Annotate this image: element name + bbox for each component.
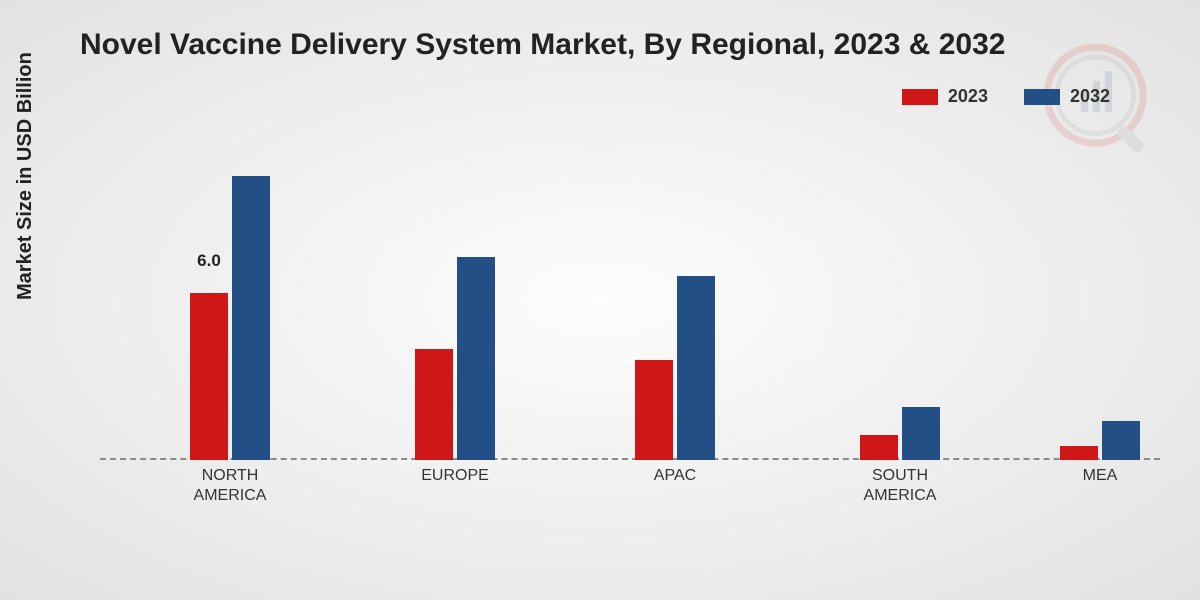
x-axis-category-label: APAC bbox=[654, 466, 696, 486]
bar bbox=[190, 293, 228, 460]
bar-group bbox=[190, 176, 270, 460]
legend: 2023 2032 bbox=[902, 86, 1110, 107]
legend-item-2032: 2032 bbox=[1024, 86, 1110, 107]
x-axis-category-label: SOUTH AMERICA bbox=[864, 466, 937, 506]
x-axis-labels: NORTH AMERICA EUROPE APAC SOUTH AMERICA MEA bbox=[100, 466, 1160, 526]
bar bbox=[677, 276, 715, 460]
legend-item-2023: 2023 bbox=[902, 86, 988, 107]
bar-group bbox=[415, 257, 495, 460]
bar-group bbox=[635, 276, 715, 460]
x-axis-category-label: EUROPE bbox=[421, 466, 489, 486]
legend-swatch-2023 bbox=[902, 89, 938, 105]
bar bbox=[860, 435, 898, 460]
bar bbox=[232, 176, 270, 460]
bar bbox=[457, 257, 495, 460]
x-axis-category-label: MEA bbox=[1083, 466, 1118, 486]
bar bbox=[1102, 421, 1140, 460]
bar-value-label: 6.0 bbox=[197, 251, 221, 271]
legend-label-2023: 2023 bbox=[948, 86, 988, 107]
y-axis-label: Market Size in USD Billion bbox=[14, 52, 37, 300]
bar bbox=[635, 360, 673, 460]
legend-label-2032: 2032 bbox=[1070, 86, 1110, 107]
bar bbox=[415, 349, 453, 460]
legend-swatch-2032 bbox=[1024, 89, 1060, 105]
bar-group bbox=[1060, 421, 1140, 460]
x-axis-category-label: NORTH AMERICA bbox=[194, 466, 267, 506]
bar-group bbox=[860, 407, 940, 460]
plot-area: 6.0 bbox=[100, 140, 1160, 460]
chart-title: Novel Vaccine Delivery System Market, By… bbox=[80, 28, 1006, 62]
bar bbox=[902, 407, 940, 460]
bar bbox=[1060, 446, 1098, 460]
